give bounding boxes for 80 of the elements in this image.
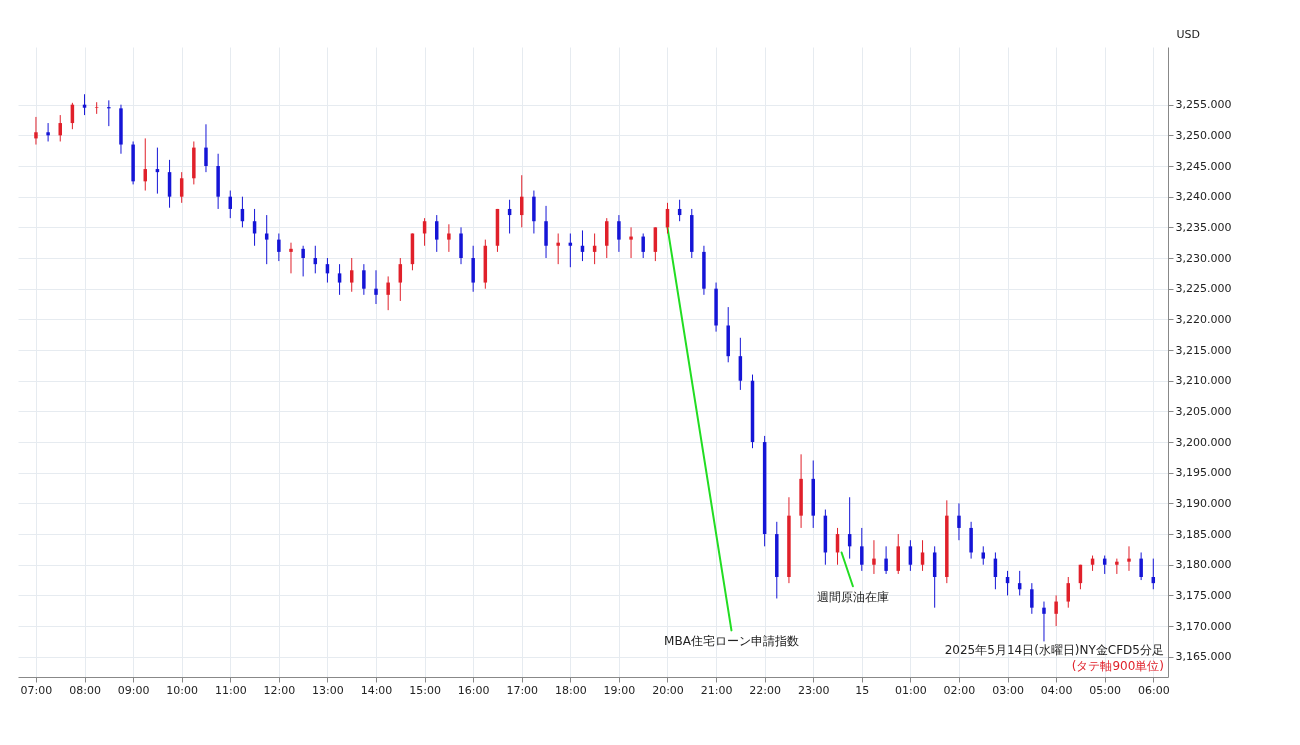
- candlestick: [337, 263, 342, 296]
- x-tick-label: 06:00: [1137, 683, 1170, 697]
- candlestick: [107, 99, 111, 127]
- x-tick-label: 21:00: [700, 683, 733, 697]
- candlestick: [46, 122, 50, 142]
- candlestick: [520, 174, 524, 228]
- x-tick-label: 17:00: [506, 683, 539, 697]
- candlestick: [884, 545, 888, 575]
- candlestick: [872, 539, 876, 575]
- candlestick: [957, 502, 961, 541]
- candlestick: [1030, 582, 1034, 615]
- candlestick: [1139, 551, 1143, 581]
- x-tick-label: 22:00: [749, 683, 781, 697]
- candlestick: [349, 257, 354, 293]
- candlestick: [1042, 601, 1046, 642]
- candlestick: [374, 269, 378, 305]
- x-tick-label: 10:00: [166, 683, 199, 697]
- candlestick: [34, 116, 38, 146]
- y-axis-title: USD: [1176, 27, 1201, 41]
- annotation: 2025年5月14日(水曜日)NY金CFD5分足: [944, 643, 1164, 657]
- candlestick: [94, 101, 99, 115]
- candlestick: [58, 114, 62, 142]
- x-tick-label: 01:00: [895, 683, 927, 697]
- candlestick: [860, 527, 864, 572]
- y-tick-label: 3,215.000: [1175, 343, 1232, 357]
- annotation: MBA住宅ローン申請指数: [664, 634, 799, 649]
- candlestick: [981, 545, 986, 566]
- y-tick-label: 3,255.000: [1175, 98, 1232, 112]
- x-tick-label: 13:00: [312, 683, 344, 697]
- y-tick-label: 3,240.000: [1175, 190, 1232, 204]
- y-tick-label: 3,190.000: [1175, 496, 1232, 510]
- x-tick-label: 19:00: [603, 683, 636, 697]
- candlestick: [641, 232, 645, 259]
- x-tick-label: 08:00: [69, 683, 101, 697]
- x-tick-label: 02:00: [943, 683, 976, 697]
- y-tick-label: 3,250.000: [1175, 128, 1232, 142]
- candlestick: [289, 242, 293, 274]
- x-tick-label: 16:00: [457, 683, 490, 697]
- x-tick-label: 11:00: [214, 683, 247, 697]
- x-tick-label: 07:00: [20, 683, 53, 697]
- y-tick-label: 3,205.000: [1175, 404, 1232, 418]
- x-tick-label: 03:00: [992, 683, 1024, 697]
- candlestick: [447, 223, 451, 253]
- y-tick-label: 3,235.000: [1175, 220, 1232, 234]
- y-tick-label: 3,245.000: [1175, 159, 1232, 173]
- x-tick-label: 14:00: [360, 683, 393, 697]
- y-tick-label: 3,170.000: [1175, 619, 1232, 633]
- y-tick-label: 3,225.000: [1175, 282, 1232, 296]
- y-tick-label: 3,230.000: [1175, 251, 1232, 265]
- y-tick-label: 3,210.000: [1175, 374, 1232, 388]
- candlestick: [264, 214, 269, 265]
- candlestick: [301, 245, 305, 277]
- candlestick: [920, 539, 925, 572]
- x-tick-label: 18:00: [554, 683, 587, 697]
- annotation: (タテ軸900単位): [1071, 659, 1164, 673]
- annotation: 週間原油在庫: [816, 590, 889, 605]
- y-tick-label: 3,195.000: [1175, 466, 1232, 480]
- y-tick-label: 3,185.000: [1175, 527, 1232, 541]
- x-tick-label: 20:00: [652, 683, 684, 697]
- candlestick: [362, 263, 366, 296]
- x-tick-label: 05:00: [1089, 683, 1122, 697]
- x-tick-label: 15:00: [409, 683, 441, 697]
- candlestick: [1127, 545, 1131, 572]
- y-tick-label: 3,175.000: [1175, 588, 1232, 602]
- x-tick-label: 12:00: [263, 683, 296, 697]
- y-tick-label: 3,200.000: [1175, 435, 1232, 449]
- y-tick-label: 3,165.000: [1175, 650, 1232, 664]
- candlestick: [1054, 594, 1058, 627]
- x-tick-label: 23:00: [797, 683, 830, 697]
- candlestick: [386, 275, 390, 311]
- x-tick-label: 15: [855, 683, 870, 697]
- x-tick-label: 04:00: [1040, 683, 1073, 697]
- candlestick: [204, 123, 208, 173]
- candlestick: [556, 232, 560, 265]
- candlestick: [277, 232, 281, 262]
- y-tick-label: 3,180.000: [1175, 558, 1232, 572]
- candlestick: [617, 214, 621, 253]
- x-tick-label: 09:00: [117, 683, 150, 697]
- candlestick: [629, 226, 633, 259]
- y-tick-label: 3,220.000: [1175, 312, 1232, 326]
